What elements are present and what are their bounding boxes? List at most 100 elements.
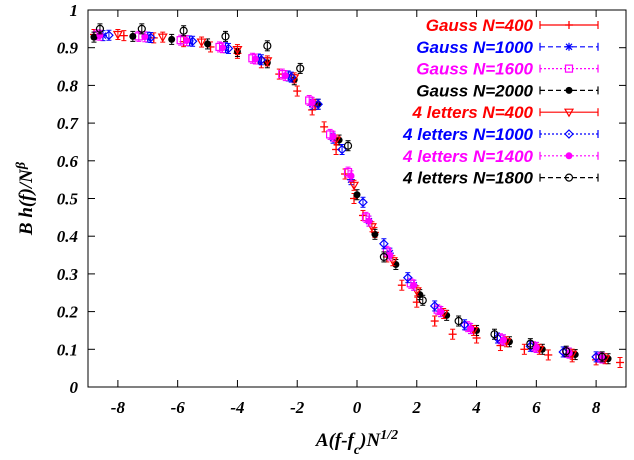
series-7 — [95, 23, 607, 363]
data-point — [104, 30, 114, 41]
y-tick-label: 0.2 — [57, 303, 79, 322]
data-point — [459, 319, 470, 330]
y-tick-label: 0.3 — [57, 265, 79, 284]
legend-label: Gauss N=1600 — [416, 60, 533, 79]
data-point — [616, 358, 625, 367]
x-tick-label: 8 — [592, 398, 601, 417]
data-point — [296, 64, 305, 73]
data-point — [454, 316, 463, 326]
data-point — [490, 330, 499, 339]
data-point — [183, 37, 191, 45]
data-point — [443, 311, 451, 319]
data-point — [337, 144, 347, 155]
data-point — [219, 44, 226, 52]
data-point — [371, 230, 379, 238]
data-point — [429, 301, 440, 311]
legend-marker — [564, 64, 574, 73]
legend-marker — [563, 108, 575, 118]
x-tick-label: -2 — [290, 398, 305, 417]
y-tick-label: 0.5 — [57, 190, 79, 209]
series-6 — [96, 29, 606, 364]
y-axis-title: B h(f)/Nβ — [14, 161, 38, 236]
data-point — [411, 287, 422, 297]
legend-marker — [565, 152, 573, 160]
data-point — [430, 317, 439, 326]
x-tick-label: 0 — [353, 398, 362, 417]
y-tick-label: 0.4 — [57, 227, 78, 246]
legend: Gauss N=400 Gauss N=1000 Gauss N=1600 Gauss… — [402, 16, 599, 188]
series-4 — [112, 29, 611, 365]
y-tick-label: 0.6 — [57, 152, 79, 171]
data-point — [112, 30, 123, 40]
data-point — [262, 57, 273, 67]
y-tick-label: 1 — [70, 1, 79, 20]
data-point — [157, 33, 168, 43]
data-point — [129, 32, 137, 40]
data-point — [410, 281, 418, 289]
axis-ticks — [88, 9, 626, 388]
y-tick-label: 0.8 — [57, 76, 79, 95]
data-point — [204, 40, 212, 48]
x-tick-label: -4 — [230, 398, 244, 417]
data-point — [289, 74, 300, 84]
legend-label: Gauss N=1000 — [416, 38, 533, 57]
y-tick-label: 0.9 — [57, 39, 79, 58]
data-point — [343, 141, 353, 150]
data-point — [525, 341, 536, 352]
data-point — [168, 35, 176, 43]
data-point — [387, 257, 398, 266]
series-3 — [90, 30, 612, 365]
legend-label: 4 letters N=1000 — [402, 125, 533, 144]
data-point — [281, 72, 289, 80]
data-point — [263, 41, 272, 50]
legend-label: Gauss N=400 — [426, 16, 534, 35]
data-point — [597, 352, 607, 361]
data-point — [119, 31, 128, 40]
x-tick-label: -8 — [111, 398, 126, 417]
legend-marker — [565, 42, 573, 51]
legend-marker — [564, 129, 574, 139]
x-axis-title: A(f-fc)N1/2 — [315, 428, 398, 458]
data-point — [379, 238, 389, 249]
data-point — [562, 347, 571, 356]
data-point — [365, 217, 373, 225]
data-point — [90, 33, 98, 41]
legend-marker — [565, 21, 573, 29]
data-point — [348, 181, 360, 191]
data-point — [532, 343, 540, 351]
axis-titles: A(f-fc)N1/2 B h(f)/Nβ — [14, 161, 399, 457]
data-point — [448, 330, 457, 339]
y-tick-label: 0.7 — [57, 114, 80, 133]
x-tick-label: 2 — [412, 398, 422, 417]
legend-label: Gauss N=2000 — [416, 81, 533, 100]
data-point — [418, 296, 427, 305]
x-tick-label: 4 — [471, 398, 481, 417]
data-points — [89, 23, 625, 368]
data-point — [347, 172, 355, 180]
legend-label: 4 letters N=1400 — [402, 147, 533, 166]
data-point — [179, 26, 188, 35]
data-point — [308, 98, 316, 106]
data-point — [397, 281, 406, 290]
data-point — [221, 32, 230, 41]
data-point — [526, 339, 535, 348]
series-5 — [104, 29, 601, 363]
data-point — [141, 33, 149, 41]
x-tick-label: -6 — [171, 398, 186, 417]
data-point — [402, 272, 413, 283]
data-point — [437, 308, 445, 316]
data-point — [358, 197, 368, 208]
data-point — [320, 122, 329, 131]
data-point — [196, 38, 207, 48]
data-point — [251, 55, 259, 63]
data-point — [386, 251, 394, 259]
data-point — [353, 191, 361, 199]
data-point — [544, 350, 553, 359]
y-tick-label: 0 — [70, 378, 79, 397]
x-tick-label: 6 — [532, 398, 541, 417]
data-point — [329, 132, 337, 140]
legend-marker — [564, 173, 574, 182]
y-tick-label: 0.1 — [57, 340, 78, 359]
data-point — [520, 345, 529, 354]
